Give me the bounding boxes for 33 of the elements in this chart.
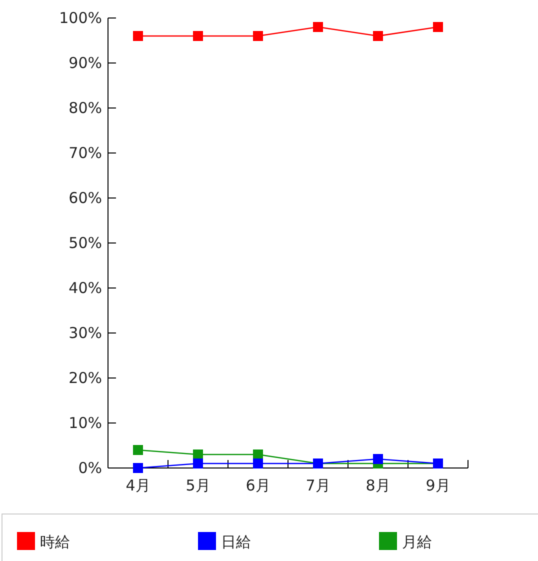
legend-label: 月給 [402, 533, 432, 551]
y-tick-label: 40% [68, 278, 102, 297]
y-tick-label: 0% [78, 458, 102, 477]
y-tick-label: 70% [68, 144, 102, 162]
point [253, 450, 263, 460]
y-tick-label: 30% [68, 324, 102, 342]
x-tick-label: 9月 [426, 476, 450, 495]
x-tick-label: 5月 [186, 476, 210, 495]
legend-label: 時給 [40, 533, 70, 551]
legend-label: 日給 [221, 533, 251, 551]
x-tick-label: 7月 [306, 476, 330, 495]
y-tick-label: 80% [68, 98, 102, 117]
y-tick-label: 90% [68, 54, 102, 72]
x-tick-label: 8月 [366, 476, 390, 495]
point [373, 31, 383, 41]
x-tick-label: 6月 [246, 476, 270, 495]
point [313, 22, 323, 32]
y-tick-label: 60% [68, 188, 102, 207]
point [433, 22, 443, 32]
y-tick-label: 10% [68, 414, 102, 432]
point [133, 445, 143, 455]
point [193, 450, 203, 460]
point [373, 454, 383, 464]
point [253, 31, 263, 41]
y-tick-label: 100% [59, 8, 102, 27]
point [133, 463, 143, 473]
point [133, 31, 143, 41]
point [193, 458, 203, 468]
point [253, 458, 263, 468]
y-tick-label: 20% [68, 368, 102, 387]
x-tick-label: 4月 [126, 476, 150, 495]
y-tick-label: 50% [68, 234, 102, 252]
point [193, 31, 203, 41]
